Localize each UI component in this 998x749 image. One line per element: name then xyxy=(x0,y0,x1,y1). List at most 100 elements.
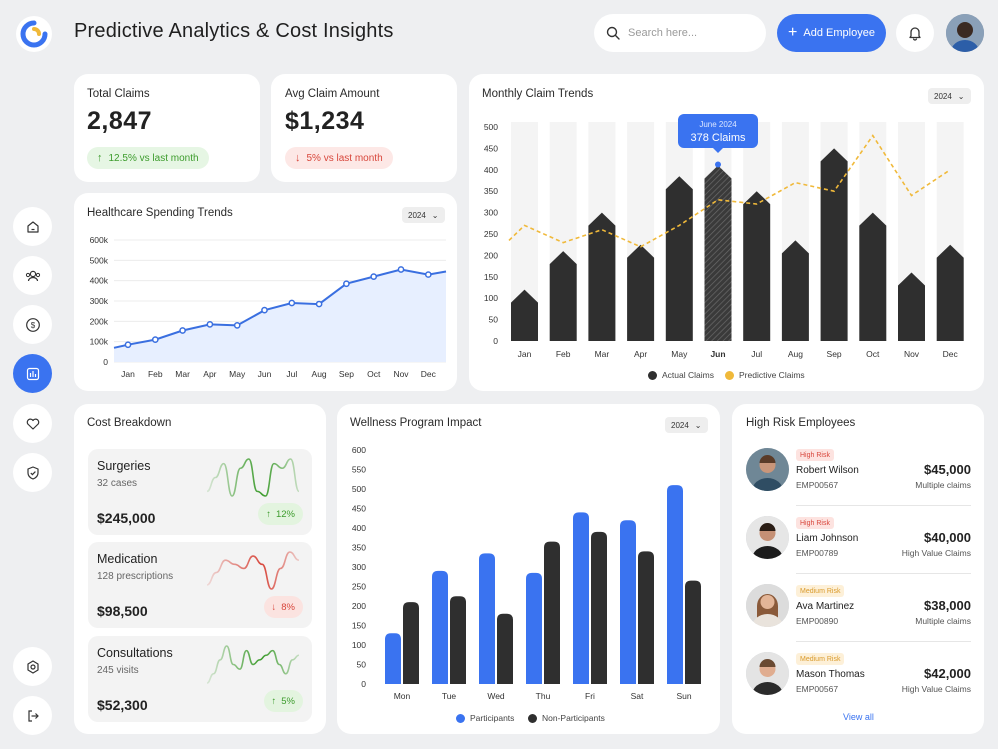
arrow-up-icon: ↑ xyxy=(97,152,103,164)
spending-point xyxy=(315,300,323,308)
sidebar-users-button[interactable] xyxy=(13,256,52,295)
participants-bar xyxy=(432,570,448,684)
x-tick-label: Jan xyxy=(518,349,532,359)
y-tick-label: 350 xyxy=(484,186,498,196)
x-tick-label: Apr xyxy=(203,369,216,379)
spending-line-chart: 600k 500k 400k 300k 200k 100k 0 Jan Feb Mar Apr May… xyxy=(90,235,447,379)
y-tick-label: 200 xyxy=(484,250,498,260)
wellness-year-select[interactable]: 2024 ⌄ xyxy=(665,417,708,433)
spending-area xyxy=(114,269,446,362)
cost-item-sub: 32 cases xyxy=(97,478,138,489)
svg-text:$: $ xyxy=(30,321,35,330)
participants-bar xyxy=(620,520,636,684)
y-tick-label: 150 xyxy=(352,621,366,631)
sidebar-logout-button[interactable] xyxy=(13,696,52,735)
employee-amount: $38,000 xyxy=(924,598,971,613)
sidebar-finance-button[interactable]: $ xyxy=(13,305,52,344)
x-tick-label: Thu xyxy=(536,691,551,701)
y-tick-label: 450 xyxy=(352,504,366,514)
participants-bar xyxy=(385,633,401,684)
y-tick-label: 300 xyxy=(352,562,366,572)
actual-claims-bar xyxy=(781,240,809,341)
spending-trends-card: Healthcare Spending Trends 2024 ⌄ 600k 50… xyxy=(74,193,457,391)
sidebar-security-button[interactable] xyxy=(13,453,52,492)
dollar-icon: $ xyxy=(25,317,40,332)
sparkline-path xyxy=(206,458,300,497)
cost-item-amount: $98,500 xyxy=(97,603,148,619)
sidebar-settings-button[interactable] xyxy=(13,647,52,686)
employee-amount: $45,000 xyxy=(924,462,971,477)
x-tick-label: Sun xyxy=(676,691,691,701)
employee-id: EMP00890 xyxy=(796,616,839,626)
cost-item-medication[interactable]: Medication 128 prescriptions $98,500 ↓ 8% xyxy=(88,542,312,628)
sidebar-wellness-button[interactable] xyxy=(13,404,52,443)
y-tick-label: 100 xyxy=(352,640,366,650)
shield-icon xyxy=(26,465,39,480)
search-bar[interactable] xyxy=(594,14,766,52)
add-employee-button[interactable]: + Add Employee xyxy=(777,14,886,52)
monthly-year-select[interactable]: 2024 ⌄ xyxy=(928,88,971,104)
notifications-button[interactable] xyxy=(896,14,934,52)
x-tick-label: Oct xyxy=(866,349,880,359)
view-all-link[interactable]: View all xyxy=(843,712,874,722)
plus-icon: + xyxy=(788,24,798,41)
x-tick-label: Feb xyxy=(148,369,163,379)
user-avatar[interactable] xyxy=(946,14,984,52)
y-tick-label: 500 xyxy=(484,122,498,132)
x-tick-label: Tue xyxy=(442,691,457,701)
analytics-icon xyxy=(26,367,39,380)
employee-note: Multiple claims xyxy=(915,480,971,490)
employee-name: Liam Johnson xyxy=(796,533,859,544)
actual-claims-bar xyxy=(936,244,964,341)
employee-amount: $42,000 xyxy=(924,666,971,681)
spending-point xyxy=(424,271,432,278)
cost-item-badge: ↓ 8% xyxy=(263,596,303,618)
card-title: High Risk Employees xyxy=(746,417,856,429)
row-divider xyxy=(796,505,971,506)
x-tick-label: Wed xyxy=(487,691,505,701)
app-logo[interactable] xyxy=(16,16,52,52)
employee-row[interactable]: High Risk Liam Johnson EMP00789 $40,000 … xyxy=(746,508,971,574)
kpi-card-total-claims: Total Claims 2,847 ↑ 12.5% vs last month xyxy=(74,74,260,182)
actual-claims-bar xyxy=(588,212,616,341)
spending-point xyxy=(233,322,241,329)
participants-bar xyxy=(573,512,589,684)
x-tick-label: Fri xyxy=(585,691,595,701)
cost-item-badge: ↑ 12% xyxy=(258,503,303,525)
kpi-card-avg-claim: Avg Claim Amount $1,234 ↓ 5% vs last mon… xyxy=(271,74,457,182)
x-tick-label: Mon xyxy=(394,691,411,701)
employee-row[interactable]: High Risk Robert Wilson EMP00567 $45,000… xyxy=(746,440,971,506)
surgeries-sparkline xyxy=(206,458,300,497)
kpi-change-text: 5% vs last month xyxy=(306,152,383,164)
employee-name: Ava Martinez xyxy=(796,601,855,612)
x-tick-label: Aug xyxy=(788,349,803,359)
employee-row[interactable]: Medium Risk Ava Martinez EMP00890 $38,00… xyxy=(746,576,971,642)
employee-row[interactable]: Medium Risk Mason Thomas EMP00567 $42,00… xyxy=(746,644,971,710)
y-tick-label: 500 xyxy=(352,484,366,494)
x-tick-label: Jul xyxy=(751,349,762,359)
x-tick-label: Jun xyxy=(258,369,272,379)
search-input[interactable] xyxy=(628,27,748,39)
highlight-dot xyxy=(715,161,721,168)
non-participants-bar xyxy=(638,551,654,684)
cost-item-surgeries[interactable]: Surgeries 32 cases $245,000 ↑ 12% xyxy=(88,449,312,535)
y-tick-label: 100 xyxy=(484,293,498,303)
logout-icon xyxy=(27,709,39,722)
bell-icon xyxy=(909,27,921,41)
employee-note: Multiple claims xyxy=(915,616,971,626)
employee-id: EMP00567 xyxy=(796,684,839,694)
chevron-down-icon: ⌄ xyxy=(694,420,702,430)
sidebar-home-button[interactable] xyxy=(13,207,52,246)
x-tick-label: Mar xyxy=(595,349,610,359)
cost-item-name: Surgeries xyxy=(97,459,151,473)
employee-amount: $40,000 xyxy=(924,530,971,545)
cost-item-consultations[interactable]: Consultations 245 visits $52,300 ↑ 5% xyxy=(88,636,312,722)
spending-point xyxy=(151,336,159,343)
sidebar-analytics-button[interactable] xyxy=(13,354,52,393)
spending-point xyxy=(179,327,186,334)
y-tick-label: 250 xyxy=(352,582,366,592)
arrow-up-icon: ↑ xyxy=(266,508,271,520)
spending-year-select[interactable]: 2024 ⌄ xyxy=(402,207,445,223)
search-icon xyxy=(606,26,620,40)
heart-icon xyxy=(26,418,39,430)
